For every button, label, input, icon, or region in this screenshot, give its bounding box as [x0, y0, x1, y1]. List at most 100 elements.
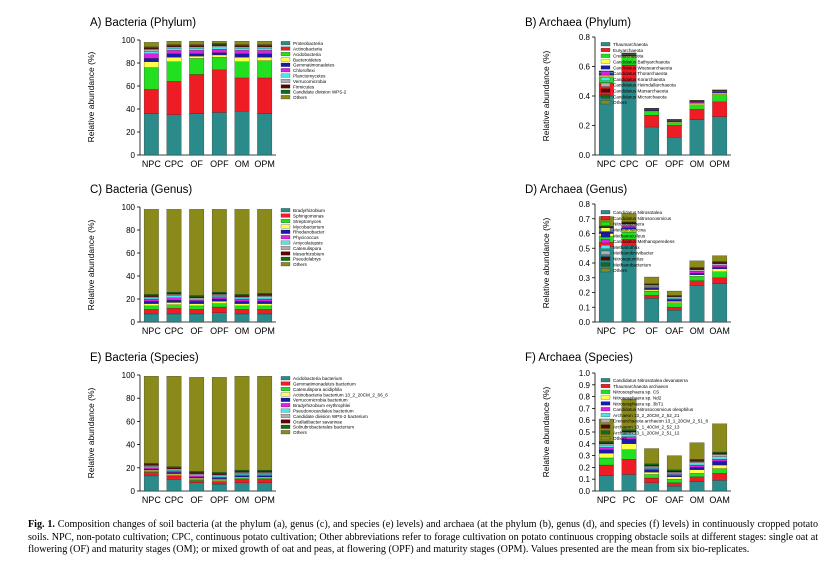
- bar-segment: [143, 113, 159, 156]
- x-tick-label: OM: [690, 495, 705, 505]
- x-tick-label: OAM: [709, 326, 730, 336]
- bar-segment: [712, 456, 728, 460]
- bar-segment: [211, 301, 227, 304]
- bar-segment: [189, 474, 205, 477]
- bar-segment: [234, 295, 250, 297]
- bar-segment: [211, 43, 227, 45]
- bar-segment: [143, 301, 159, 304]
- bar-segment: [143, 296, 159, 298]
- bar-segment: [712, 116, 728, 156]
- bar-segment: [689, 462, 705, 466]
- bar-segment: [143, 463, 159, 465]
- bar-segment: [689, 459, 705, 461]
- bar-segment: [211, 483, 227, 492]
- x-tick-label: OPF: [210, 159, 229, 169]
- bar-segment: [598, 441, 614, 443]
- bar-segment: [257, 313, 273, 323]
- y-tick-label: 0.3: [579, 274, 591, 283]
- bar-segment: [598, 442, 614, 444]
- chart-panel-4: D) Archaea (Genus) Relative abundance (%)…: [525, 184, 731, 336]
- y-tick-label: 100: [122, 203, 136, 212]
- legend-swatch: [600, 378, 611, 383]
- legend-swatch: [280, 246, 291, 250]
- bar-segment: [644, 290, 660, 296]
- chart-title: C) Bacteria (Genus): [90, 184, 192, 196]
- y-axis-label: Relative abundance (%): [86, 219, 96, 310]
- bar-segment: [211, 474, 227, 477]
- y-tick-label: 0.0: [579, 487, 591, 496]
- x-tick-label: OAF: [665, 326, 684, 336]
- legend-label: Pseudolabrys: [293, 257, 322, 262]
- bar-segment: [166, 44, 182, 46]
- legend-swatch: [280, 46, 291, 51]
- bar-segment: [166, 302, 182, 305]
- legend-swatch: [600, 42, 611, 47]
- legend-swatch: [280, 430, 291, 435]
- bar-segment: [257, 47, 273, 51]
- bar-segment: [712, 464, 728, 469]
- bar-segment: [666, 475, 682, 477]
- bar-segment: [666, 301, 682, 303]
- legend-swatch: [280, 95, 291, 100]
- bar-segment: [166, 57, 182, 62]
- legend-label: Candidatus Nitrosocosmicus oleophilus: [613, 407, 694, 412]
- bar-segment: [689, 461, 705, 463]
- legend-swatch: [600, 436, 611, 441]
- bar-segment: [143, 376, 159, 464]
- bar-segment: [644, 295, 660, 299]
- x-tick-label: NPC: [597, 326, 617, 336]
- bar-segment: [257, 469, 273, 472]
- y-tick-label: 100: [122, 371, 136, 380]
- bar-segment: [211, 312, 227, 323]
- y-tick-label: 0.6: [579, 63, 591, 72]
- legend-swatch: [600, 233, 611, 238]
- bar-segment: [143, 309, 159, 315]
- chart-title: B) Archaea (Phylum): [525, 17, 631, 29]
- y-tick-label: 20: [126, 295, 135, 304]
- legend-label: Proteobacteria: [293, 41, 323, 46]
- bar-segment: [621, 474, 637, 492]
- bar-segment: [189, 479, 205, 481]
- bar-segment: [143, 67, 159, 90]
- legend-label: Methanoculleus: [613, 233, 646, 238]
- legend-swatch: [280, 213, 291, 218]
- bar-segment: [621, 213, 637, 222]
- bar-segment: [234, 471, 250, 473]
- legend-label: Pseudonocardiales bacterium: [293, 409, 354, 414]
- y-tick-label: 40: [126, 105, 135, 114]
- bar-segment: [257, 474, 273, 477]
- bar-segment: [598, 231, 614, 234]
- bar-segment: [689, 109, 705, 120]
- bar-segment: [189, 41, 205, 45]
- x-tick-label: NPC: [142, 326, 162, 336]
- bar-segment: [143, 297, 159, 300]
- bar-segment: [598, 444, 614, 448]
- y-tick-label: 0.7: [579, 404, 591, 413]
- bar-segment: [234, 44, 250, 46]
- legend-swatch: [280, 381, 291, 386]
- x-tick-label: OPF: [210, 495, 229, 505]
- bar-segment: [143, 466, 159, 468]
- legend-swatch: [280, 89, 291, 94]
- figure: A) Bacteria (Phylum) Relative abundance (…: [86, 17, 731, 505]
- bar-segment: [234, 472, 250, 474]
- bar-segment: [712, 451, 728, 454]
- chart-title: A) Bacteria (Phylum): [90, 17, 196, 29]
- bar-segment: [189, 472, 205, 474]
- bar-segment: [166, 293, 182, 295]
- legend-swatch: [600, 94, 611, 99]
- bar-segment: [234, 305, 250, 310]
- bar-segment: [666, 455, 682, 470]
- bar-segment: [257, 294, 273, 296]
- x-tick-label: OM: [690, 159, 705, 169]
- legend-label: Euryarchaeota: [613, 48, 643, 53]
- y-axis-label: Relative abundance (%): [86, 387, 96, 478]
- bar-segment: [689, 103, 705, 105]
- bar-segment: [143, 468, 159, 471]
- legend-swatch: [280, 414, 291, 418]
- y-tick-label: 20: [126, 128, 135, 137]
- bar-segment: [189, 209, 205, 296]
- bar-segment: [211, 480, 227, 482]
- chart-title: D) Archaea (Genus): [525, 184, 627, 196]
- legend-swatch: [280, 68, 291, 73]
